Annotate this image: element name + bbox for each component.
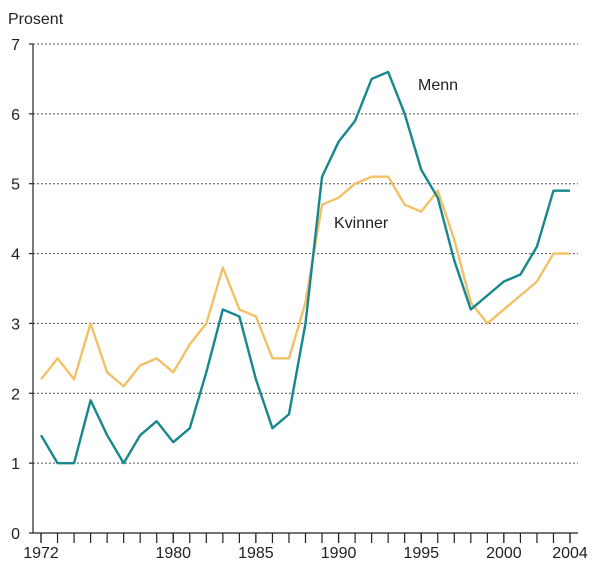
y-tick-label: 6	[11, 107, 20, 124]
y-tick-label: 1	[11, 456, 20, 473]
y-tick-label: 7	[11, 37, 20, 54]
y-tick-label: 0	[11, 526, 20, 543]
x-tick-label: 1980	[155, 545, 191, 561]
series-line	[40, 175, 570, 388]
x-tick-label: 2004	[552, 545, 588, 561]
y-tick-label: 5	[11, 177, 20, 194]
y-tick-label: 4	[11, 247, 20, 264]
x-tick-label: 1972	[23, 545, 59, 561]
x-tick-label: 1985	[238, 545, 274, 561]
y-tick-label: 2	[11, 386, 20, 403]
series-label: Menn	[418, 77, 458, 94]
series-line	[39, 70, 570, 465]
x-tick-label: 1990	[321, 545, 357, 561]
y-tick-label: 3	[11, 316, 20, 333]
y-axis-label: Prosent	[8, 11, 64, 28]
series-label: Kvinner	[334, 215, 389, 232]
x-tick-label: 1995	[403, 545, 439, 561]
x-tick-label: 2000	[486, 545, 522, 561]
